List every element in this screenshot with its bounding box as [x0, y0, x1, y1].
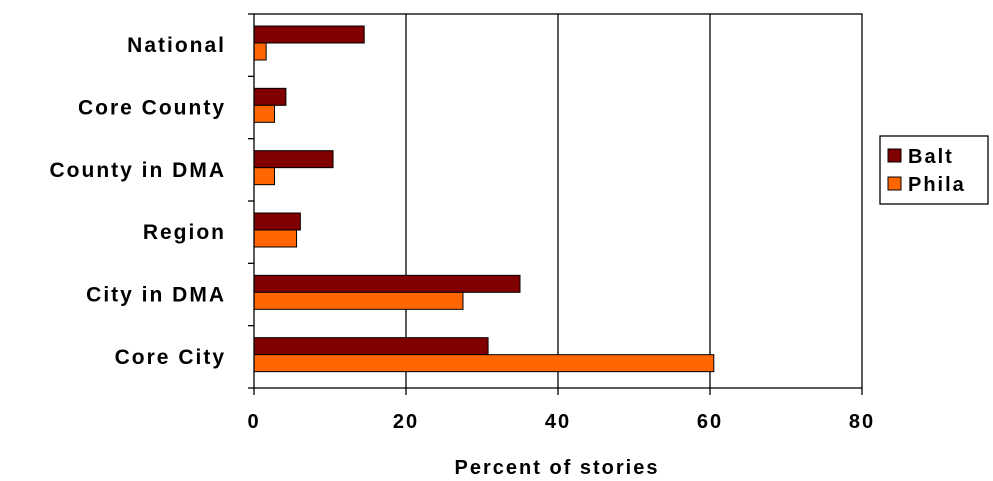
- x-tick-label: 0: [247, 411, 260, 433]
- legend-swatch-phila: [887, 176, 902, 191]
- axes: [248, 13, 863, 395]
- x-tick-label: 40: [545, 411, 571, 433]
- category-label: County in DMA: [50, 159, 226, 182]
- category-label: Core City: [115, 346, 226, 369]
- legend-label-phila: Phila: [908, 174, 966, 196]
- bar-balt-core-county: [253, 87, 287, 106]
- legend-swatch-balt: [887, 148, 902, 163]
- bar-balt-core-city: [253, 337, 489, 356]
- category-label: National: [127, 34, 226, 57]
- gridlines: [405, 14, 711, 388]
- x-tick-label: 60: [697, 411, 723, 433]
- legend-box: [879, 135, 989, 205]
- legend-label-balt: Balt: [908, 146, 954, 168]
- bar-phila-national: [253, 42, 267, 61]
- bar-phila-core-county: [253, 104, 276, 123]
- bar-balt-national: [253, 25, 365, 44]
- bar-balt-city-in-dma: [253, 274, 521, 293]
- x-axis-title: Percent of stories: [455, 457, 660, 479]
- legend: Balt Phila: [879, 135, 989, 205]
- bars: [253, 25, 715, 373]
- bar-phila-city-in-dma: [253, 291, 464, 310]
- bar-balt-county-in-dma: [253, 150, 334, 169]
- category-label: Core County: [78, 97, 226, 120]
- category-label: Region: [143, 221, 226, 244]
- x-tick-labels: 0 20 40 60 80: [247, 411, 875, 433]
- bar-balt-region: [253, 212, 301, 231]
- x-tick-label: 80: [849, 411, 875, 433]
- bar-phila-county-in-dma: [253, 167, 276, 186]
- bar-phila-region: [253, 229, 298, 248]
- category-labels: National Core County County in DMA Region Ci…: [50, 34, 226, 369]
- x-tick-label: 20: [393, 411, 419, 433]
- bar-phila-core-city: [253, 354, 715, 373]
- category-label: City in DMA: [86, 284, 226, 307]
